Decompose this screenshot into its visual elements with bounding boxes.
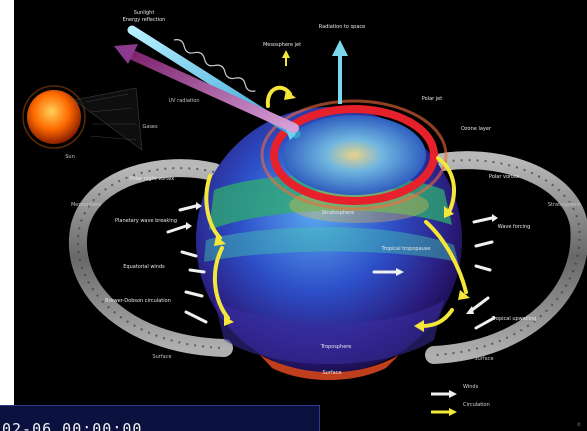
label-center-low: Troposphere	[320, 344, 352, 350]
label-left-mid: Planetary wave breaking	[115, 218, 177, 224]
yellow-arrow-icon	[431, 408, 457, 416]
left-circulation-ring	[69, 159, 233, 357]
sun-icon	[22, 85, 86, 149]
label-ring-left-bottom: Surface	[152, 354, 171, 360]
right-circulation-ring	[420, 151, 587, 364]
polar-cap	[282, 115, 426, 195]
timestamp: 02-06 00:00:00	[2, 420, 143, 431]
diagram-stage: Sunlight Energy reflection UV radiation …	[14, 0, 587, 431]
radiation-fan	[73, 87, 143, 151]
label-left-upper: Polar night vortex	[130, 176, 174, 182]
white-arrow-icon	[431, 390, 457, 398]
yellow-circulation-arrows	[204, 85, 468, 328]
reflected-radiation-arrow	[114, 44, 299, 133]
label-left-winds: Equatorial winds	[123, 264, 165, 270]
label-left-low: Brewer-Dobson circulation	[105, 298, 171, 304]
timestamp-bar: 02-06 00:00:00	[0, 405, 320, 431]
legend-label-white: Winds	[463, 384, 479, 390]
label-center-band: Stratosphere	[322, 210, 354, 216]
label-jet-north: Polar jet	[422, 96, 442, 102]
credit-text: ©	[577, 422, 581, 427]
label-right-low: Tropical upwelling	[491, 316, 537, 322]
label-ring-right-bottom: Surface	[474, 356, 493, 362]
label-right-upper: Polar vortex	[489, 174, 519, 180]
label-ozone-upper: Ozone layer	[461, 126, 492, 132]
ozone-ring	[260, 99, 448, 211]
label-right-mid: Wave forcing	[498, 224, 531, 230]
label-center-mid: Tropical tropopause	[381, 246, 431, 252]
white-wind-arrows	[166, 204, 496, 330]
label-ring-left-top: Mesosphere	[71, 202, 101, 208]
legend-label-yellow: Circulation	[463, 402, 490, 408]
atmosphere-diagram: Sunlight Energy reflection UV radiation …	[22, 10, 587, 380]
legend-row-yellow: Circulation	[429, 402, 509, 416]
yellow-arrowheads	[214, 90, 470, 332]
legend: Winds Circulation	[429, 378, 509, 418]
label-ozone-top: Mesosphere jet	[263, 42, 301, 48]
label-solar-top: Energy reflection	[123, 17, 166, 23]
small-up-arrow	[282, 50, 290, 66]
label-surface: Surface	[322, 370, 341, 376]
legend-row-white: Winds	[429, 384, 509, 398]
uv-wave-icon	[173, 39, 256, 92]
white-arrowheads	[186, 202, 498, 314]
label-sun: Sun	[65, 154, 75, 160]
label-ring-right-top: Stratosphere	[548, 202, 580, 208]
radiation-to-space-arrow	[332, 40, 348, 104]
label-gas: Gases	[142, 124, 158, 130]
label-north-space: Radiation to space	[319, 24, 366, 30]
label-solar-uv: UV radiation	[169, 98, 200, 104]
label-solar: Sunlight	[134, 10, 155, 16]
